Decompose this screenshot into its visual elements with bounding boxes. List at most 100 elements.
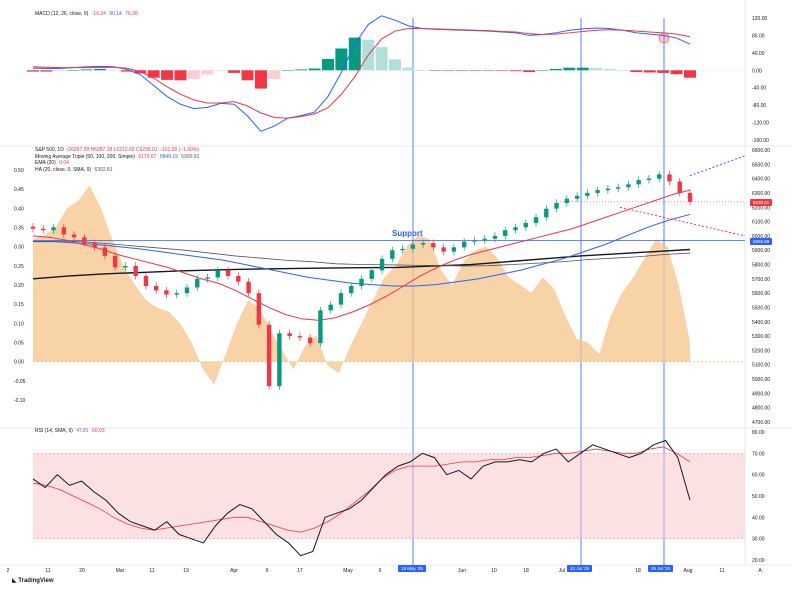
candle-body-6 bbox=[92, 243, 97, 248]
macd-hist-bar-32 bbox=[456, 70, 469, 71]
rsi-tick-3: 50.00 bbox=[752, 494, 765, 500]
candle-body-38 bbox=[420, 243, 426, 245]
candle-body-8 bbox=[112, 255, 118, 268]
price-tick-13: 5300.00 bbox=[752, 334, 770, 340]
macd-hist-bar-41 bbox=[576, 67, 589, 71]
price-tick-17: 4900.00 bbox=[752, 391, 770, 397]
macd-hist-bar-14 bbox=[214, 70, 227, 71]
macd-hist-bar-5 bbox=[94, 68, 107, 71]
macd-tick-7: -160.00 bbox=[752, 138, 769, 144]
macd-signal-line bbox=[32, 27, 691, 119]
candle-body-24 bbox=[277, 333, 282, 387]
macd-hist-bar-23 bbox=[335, 48, 348, 71]
tradingview-logo: ◣ TradingView bbox=[12, 577, 54, 584]
x-tick-17: 11 bbox=[719, 568, 724, 574]
macd-hist-bar-43 bbox=[603, 68, 616, 71]
x-tick-1: 11 bbox=[45, 568, 50, 574]
support-tag: 5966.89 bbox=[750, 238, 773, 245]
candle-body-29 bbox=[328, 304, 333, 311]
macd-hist-bar-29 bbox=[415, 70, 428, 71]
macd-hist-bar-10 bbox=[161, 70, 174, 80]
macd-hist-bar-31 bbox=[442, 70, 455, 71]
candle-body-43 bbox=[472, 240, 477, 242]
candle-body-40 bbox=[441, 247, 446, 252]
price-tick-18: 4800.00 bbox=[752, 406, 770, 412]
price-left-tick-7: 0.15 bbox=[14, 302, 24, 308]
price-left-tick-0: 0.50 bbox=[14, 168, 24, 174]
candle-body-11 bbox=[143, 275, 149, 286]
rsi-tick-5: 30.00 bbox=[752, 537, 765, 543]
x-tick-8: 17 bbox=[297, 568, 303, 574]
x-tick-3: Mar bbox=[116, 568, 125, 574]
price-left-tick-6: 0.20 bbox=[14, 283, 24, 289]
macd-hist-bar-39 bbox=[549, 68, 562, 71]
macd-legend-v2: 60.14 bbox=[109, 11, 122, 17]
price-tick-12: 5400.00 bbox=[752, 320, 770, 326]
candle-body-52 bbox=[564, 198, 570, 203]
price-tick-16: 5000.00 bbox=[752, 377, 770, 383]
brand-label: TradingView bbox=[18, 578, 54, 584]
candle-body-57 bbox=[615, 187, 621, 189]
macd-hist-bar-12 bbox=[187, 70, 200, 79]
macd-hist-bar-6 bbox=[107, 69, 120, 71]
candle-body-4 bbox=[71, 234, 77, 238]
upper-trend-projection bbox=[689, 155, 746, 177]
ma-val-1: 6175.67 bbox=[138, 153, 157, 160]
macd-hist-bar-47 bbox=[657, 70, 670, 73]
macd-hist-bar-18 bbox=[268, 70, 281, 79]
candle-body-7 bbox=[102, 247, 108, 256]
x-tick-6: Apr bbox=[230, 568, 238, 574]
candle-body-51 bbox=[554, 202, 559, 209]
candle-body-47 bbox=[513, 227, 518, 231]
candle-body-19 bbox=[225, 270, 231, 276]
ha-val: 6302.81 bbox=[94, 166, 113, 173]
macd-hist-bar-7 bbox=[120, 70, 133, 72]
macd-hist-bar-46 bbox=[643, 70, 656, 73]
price-left-tick-12: -0.10 bbox=[14, 398, 26, 404]
macd-cross-marker bbox=[658, 32, 670, 44]
candle-body-59 bbox=[636, 180, 641, 185]
macd-hist-bar-4 bbox=[80, 69, 93, 71]
macd-hist-bar-45 bbox=[630, 70, 643, 73]
candle-body-31 bbox=[349, 286, 354, 294]
rsi-legend-name: RSI (14, SMA, 9) bbox=[35, 428, 73, 434]
x-tick-7: 9 bbox=[266, 568, 269, 574]
candle-body-28 bbox=[318, 310, 323, 344]
x-tick-13: 18 bbox=[523, 568, 529, 574]
candle-body-39 bbox=[431, 243, 436, 248]
price-tick-2: 6400.00 bbox=[752, 177, 770, 183]
price-tick-4: 6200.00 bbox=[752, 205, 770, 211]
macd-hist-bar-35 bbox=[496, 70, 509, 71]
rsi-tick-6: 20.00 bbox=[752, 558, 765, 564]
ema-legend: EMA (20) bbox=[35, 160, 56, 167]
price-left-tick-1: 0.45 bbox=[14, 187, 24, 193]
date-tag-3: 25 Jul '25 bbox=[648, 565, 674, 572]
rsi-legend: RSI (14, SMA, 9) 47.81 66.03 bbox=[35, 428, 105, 435]
macd-tick-4: -40.00 bbox=[752, 86, 766, 92]
candle-body-27 bbox=[307, 337, 313, 344]
macd-hist-bar-19 bbox=[281, 70, 294, 71]
x-tick-14: Jul bbox=[559, 568, 565, 574]
candle-body-42 bbox=[461, 241, 467, 248]
macd-hist-bar-48 bbox=[670, 70, 683, 75]
macd-hist-bar-20 bbox=[295, 69, 308, 71]
candle-body-50 bbox=[544, 208, 549, 218]
rsi-band bbox=[33, 453, 745, 539]
x-tick-16: Aug bbox=[684, 568, 693, 574]
macd-hist-bar-16 bbox=[241, 70, 254, 81]
macd-hist-bar-22 bbox=[321, 58, 334, 71]
rsi-tick-0: 80.00 bbox=[752, 430, 765, 436]
price-left-tick-5: 0.25 bbox=[14, 264, 24, 270]
candle-body-48 bbox=[523, 223, 528, 228]
price-left-tick-11: -0.05 bbox=[14, 379, 26, 385]
macd-hist-bar-40 bbox=[563, 67, 576, 71]
x-tick-11: Jun bbox=[458, 568, 466, 574]
candle-body-18 bbox=[215, 270, 220, 278]
candle-body-55 bbox=[595, 190, 600, 193]
candle-body-0 bbox=[30, 226, 36, 229]
price-tick-8: 5800.00 bbox=[752, 263, 770, 269]
candle-body-9 bbox=[123, 265, 128, 268]
x-tick-15: 18 bbox=[635, 568, 641, 574]
macd-hist-bar-2 bbox=[53, 70, 66, 72]
